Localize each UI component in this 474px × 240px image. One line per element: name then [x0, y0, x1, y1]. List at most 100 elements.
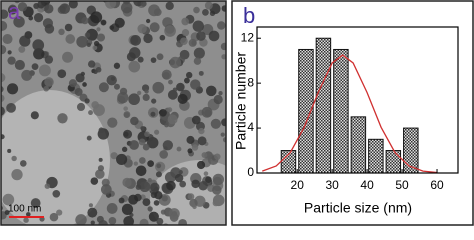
plot-frame	[256, 26, 459, 174]
particle	[164, 171, 176, 183]
particle	[38, 64, 51, 77]
particle	[168, 208, 180, 220]
particle	[202, 9, 209, 16]
particle	[49, 212, 59, 222]
particle	[76, 35, 89, 48]
particle	[176, 82, 185, 92]
particle	[193, 6, 200, 14]
particle	[44, 77, 54, 87]
particle	[147, 178, 152, 183]
particle	[152, 81, 165, 94]
particle	[160, 209, 166, 215]
particle	[162, 17, 173, 28]
particle	[118, 197, 125, 204]
particle	[108, 217, 117, 225]
particle	[167, 114, 178, 125]
particle	[164, 25, 176, 37]
particle	[150, 182, 160, 193]
particle	[164, 122, 169, 128]
particle	[113, 83, 120, 90]
particle	[100, 184, 112, 195]
particle	[193, 57, 202, 65]
particle	[107, 117, 118, 128]
particle	[92, 45, 98, 51]
particle	[221, 54, 226, 60]
particle	[65, 34, 76, 44]
particle	[204, 1, 213, 10]
particle	[106, 75, 117, 86]
particle	[2, 34, 13, 45]
particle	[113, 62, 121, 69]
y-tick-label: 4	[247, 120, 254, 134]
particle	[220, 42, 226, 51]
particle	[192, 20, 204, 32]
panel-label: a	[8, 0, 21, 24]
particle	[91, 101, 99, 109]
particle	[148, 4, 160, 17]
particle	[153, 200, 160, 206]
tem-image	[1, 1, 226, 225]
particle	[137, 24, 147, 34]
particle	[148, 211, 159, 222]
y-tick-label: 0	[247, 165, 254, 179]
particle	[167, 107, 173, 113]
particle	[90, 177, 99, 185]
particle	[203, 171, 209, 176]
particle	[188, 38, 197, 47]
particle	[19, 35, 31, 47]
particle	[181, 29, 190, 37]
particle	[146, 18, 151, 24]
y-tick-label: 12	[241, 30, 255, 44]
particle	[130, 116, 139, 126]
particle	[62, 51, 74, 63]
particle	[110, 152, 118, 160]
particle	[143, 33, 153, 44]
particle	[147, 160, 154, 168]
particle	[187, 193, 195, 200]
particle	[95, 66, 102, 73]
particle	[33, 48, 45, 60]
particle	[8, 4, 18, 14]
particle	[165, 1, 174, 11]
particle	[1, 72, 6, 83]
particle	[139, 181, 151, 193]
particle	[58, 28, 65, 36]
particle	[96, 33, 106, 42]
particle	[155, 171, 162, 178]
particle	[162, 140, 174, 151]
particle	[142, 93, 150, 101]
x-tick-label: 20	[291, 178, 305, 192]
particle	[123, 129, 133, 139]
particle	[172, 87, 178, 92]
x-tick-label: 60	[430, 178, 444, 192]
bar	[385, 150, 402, 174]
particle	[31, 63, 39, 70]
particle	[105, 1, 117, 9]
particle	[151, 98, 157, 104]
bright-region	[1, 90, 110, 225]
particle	[86, 135, 92, 141]
particle	[6, 83, 19, 95]
particle	[186, 135, 195, 144]
particle	[97, 165, 105, 172]
particle	[184, 77, 190, 84]
fit-curve	[262, 54, 438, 174]
x-tick-label: 50	[395, 178, 409, 192]
bar	[368, 138, 384, 174]
particle	[156, 217, 164, 225]
particle	[201, 152, 208, 158]
particle	[98, 127, 105, 134]
particle	[19, 160, 27, 167]
particle	[198, 181, 208, 191]
particle	[142, 143, 150, 151]
particle	[33, 3, 40, 10]
figure: a 100 nm b Particle size (nm) Particle n…	[0, 0, 474, 226]
particle	[14, 59, 25, 71]
particle	[56, 209, 63, 216]
particle	[33, 13, 44, 23]
particle	[178, 218, 187, 225]
particle	[178, 170, 183, 175]
particle	[196, 31, 206, 41]
particle	[44, 4, 54, 14]
particle	[64, 23, 73, 32]
